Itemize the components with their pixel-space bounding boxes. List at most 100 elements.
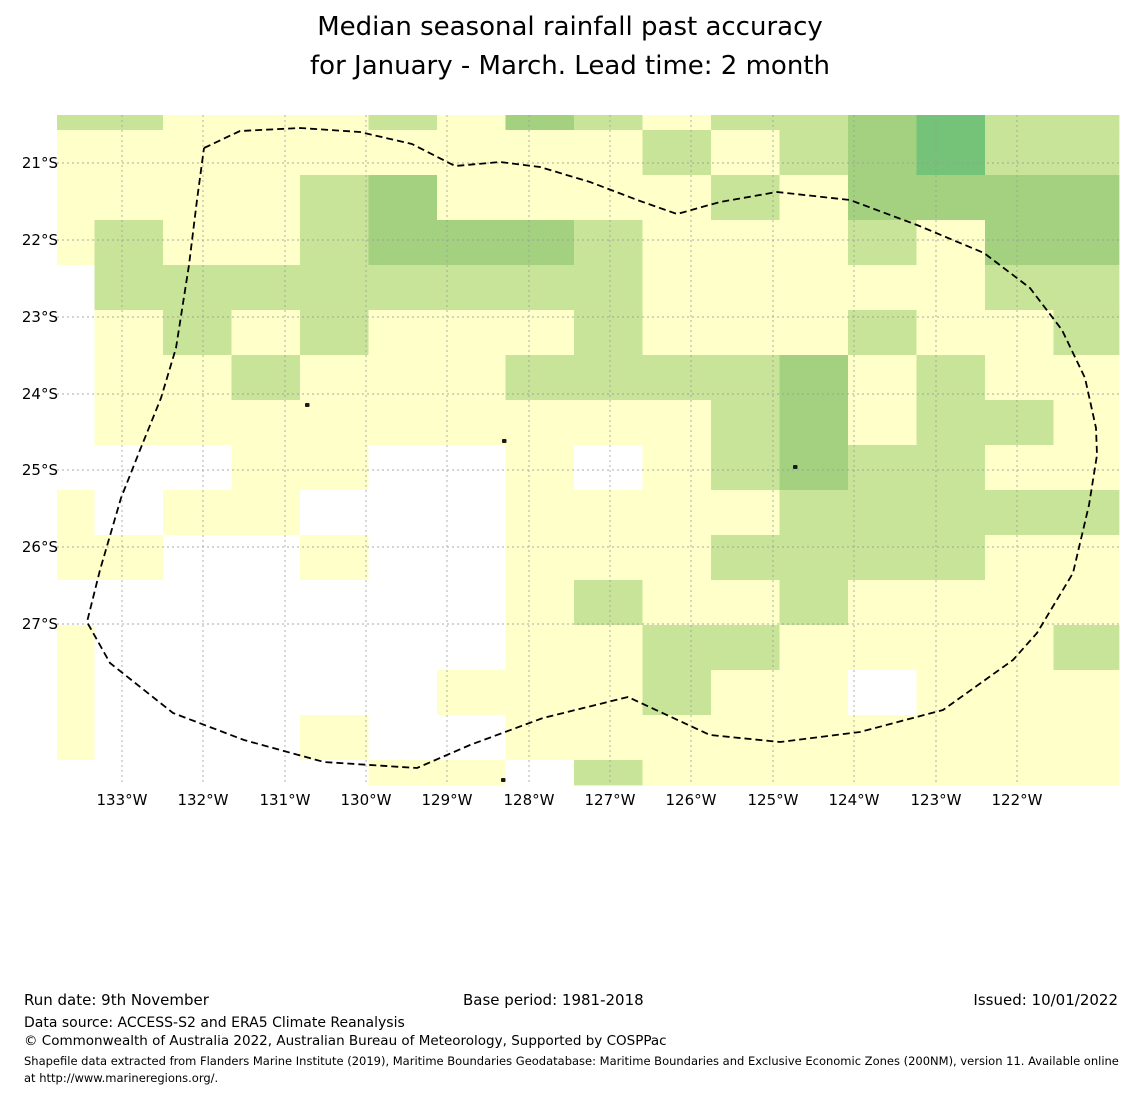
- grid-cell: [642, 535, 712, 581]
- grid-cell: [1053, 175, 1120, 221]
- grid-cell: [231, 400, 301, 446]
- grid-cell: [505, 265, 575, 311]
- grid-cell: [916, 400, 986, 446]
- grid-cell: [505, 625, 575, 671]
- grid-cell: [848, 625, 917, 671]
- grid-cell: [642, 625, 712, 671]
- grid-cell: [574, 625, 643, 671]
- grid-cell: [711, 220, 780, 266]
- grid-cell: [574, 355, 643, 401]
- grid-cell: [163, 115, 232, 131]
- grid-cell: [642, 670, 712, 716]
- grid-cell: [94, 535, 164, 581]
- grid-cell: [231, 580, 301, 626]
- grid-cell: [163, 760, 232, 786]
- grid-cell: [711, 760, 780, 786]
- grid-cell: [574, 220, 643, 266]
- grid-cell: [231, 445, 301, 491]
- grid-cell: [848, 490, 917, 536]
- grid-cell: [711, 265, 780, 311]
- grid-cell: [711, 535, 780, 581]
- grid-cell: [57, 580, 95, 626]
- grid-cell: [437, 445, 506, 491]
- grid-cell: [985, 175, 1054, 221]
- grid-cell: [505, 220, 575, 266]
- grid-cell: [574, 670, 643, 716]
- grid-cell: [94, 760, 164, 786]
- grid-cell: [985, 220, 1054, 266]
- grid-cell: [642, 265, 712, 311]
- grid-cell: [94, 400, 164, 446]
- grid-cell: [300, 715, 369, 761]
- x-axis-label: 125°W: [747, 791, 799, 809]
- x-axis-label: 122°W: [991, 791, 1043, 809]
- grid-cell: [848, 400, 917, 446]
- grid-cell: [848, 175, 917, 221]
- contour-artifact: [305, 403, 310, 407]
- grid-cell: [94, 220, 164, 266]
- grid-cell: [779, 445, 849, 491]
- grid-cell: [231, 670, 301, 716]
- grid-cell: [848, 130, 917, 176]
- footer-copyright: © Commonwealth of Australia 2022, Austra…: [24, 1033, 667, 1049]
- grid-cell: [848, 310, 917, 356]
- grid-cell: [57, 265, 95, 311]
- grid-cell: [985, 130, 1054, 176]
- grid-cell: [985, 760, 1054, 786]
- grid-cell: [848, 580, 917, 626]
- grid-cell: [779, 175, 849, 221]
- grid-cell: [711, 130, 780, 176]
- grid-cell: [231, 715, 301, 761]
- y-axis-label: 22°S: [21, 231, 58, 249]
- grid-cell: [94, 175, 164, 221]
- grid-cell: [779, 625, 849, 671]
- grid-cell: [437, 220, 506, 266]
- x-axis-label: 127°W: [584, 791, 636, 809]
- grid-cell: [916, 625, 986, 671]
- grid-cell: [985, 115, 1054, 131]
- grid-cell: [642, 175, 712, 221]
- y-axis-label: 25°S: [21, 461, 58, 479]
- grid-cell: [94, 445, 164, 491]
- grid-cell: [779, 400, 849, 446]
- grid-cell: [163, 490, 232, 536]
- grid-cell: [57, 490, 95, 536]
- grid-cell: [437, 760, 506, 786]
- grid-cell: [94, 670, 164, 716]
- grid-cell: [848, 220, 917, 266]
- x-axis-label: 129°W: [421, 791, 473, 809]
- grid-cell: [57, 535, 95, 581]
- grid-cell: [985, 265, 1054, 311]
- grid-cell: [57, 445, 95, 491]
- grid-cell: [57, 115, 95, 131]
- grid-cell: [916, 310, 986, 356]
- x-axis-label: 126°W: [665, 791, 717, 809]
- grid-cell: [231, 625, 301, 671]
- grid-cell: [574, 130, 643, 176]
- grid-cell: [1053, 580, 1120, 626]
- grid-cell: [437, 265, 506, 311]
- grid-cell: [437, 310, 506, 356]
- grid-cell: [57, 130, 95, 176]
- grid-cell: [1053, 400, 1120, 446]
- grid-cell: [642, 400, 712, 446]
- grid-cell: [711, 310, 780, 356]
- grid-cell: [437, 490, 506, 536]
- grid-cell: [916, 760, 986, 786]
- grid-cell: [300, 760, 369, 786]
- grid-cell: [505, 130, 575, 176]
- grid-cell: [300, 265, 369, 311]
- y-axis-label: 24°S: [21, 385, 58, 403]
- grid-cell: [985, 400, 1054, 446]
- grid-cell: [711, 445, 780, 491]
- grid-cell: [300, 310, 369, 356]
- grid-cell: [300, 400, 369, 446]
- grid-cell: [368, 445, 438, 491]
- grid-cell: [779, 535, 849, 581]
- grid-cell: [985, 535, 1054, 581]
- grid-cell: [574, 490, 643, 536]
- grid-cell: [1053, 670, 1120, 716]
- grid-cell: [368, 355, 438, 401]
- grid-cell: [437, 355, 506, 401]
